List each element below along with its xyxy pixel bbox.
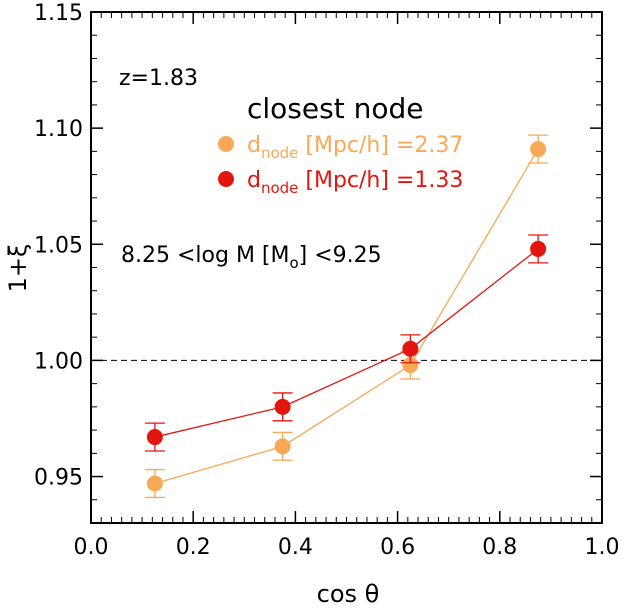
series-1	[144, 134, 549, 499]
x-tick-label: 0.4	[278, 535, 313, 560]
legend-label-1-main: d	[247, 133, 261, 158]
y-tick-label: 1.10	[34, 117, 83, 142]
legend-label-2-value: 1.33	[414, 168, 463, 193]
y-tick-label: 0.95	[34, 466, 83, 491]
axis-ticks: 0.0 0.2 0.4 0.6 0.8 1.0 0.95 1.00 1.05 1.10 1.15	[34, 1, 619, 560]
legend-title: closest node	[247, 92, 423, 125]
legend-label-1: dnode [Mpc/h] =2.37	[247, 133, 463, 162]
data-point	[274, 438, 291, 455]
legend-label-2-unit: [Mpc/h] =	[298, 168, 414, 193]
legend-entry-1: dnode [Mpc/h] =2.37	[218, 133, 463, 162]
data-point	[530, 240, 547, 257]
mass-range-prefix: 8.25 <log M [M	[121, 243, 289, 268]
legend-label-1-value: 2.37	[414, 133, 463, 158]
mass-range-suffix: ] <9.25	[299, 243, 382, 268]
series-layer	[144, 134, 549, 499]
mass-range-annotation: 8.25 <log M [Mo] <9.25	[121, 243, 382, 272]
data-point	[402, 357, 419, 374]
x-tick-label: 0.0	[74, 535, 109, 560]
series-2	[144, 234, 549, 452]
mass-range-subscript: o	[289, 254, 298, 272]
y-tick-label: 1.15	[34, 1, 83, 26]
y-tick-label: 1.00	[34, 349, 83, 374]
y-tick-label: 1.05	[34, 233, 83, 258]
x-axis-title: cos θ	[317, 580, 380, 608]
x-tick-label: 1.0	[585, 535, 620, 560]
series-line	[154, 148, 539, 485]
data-point	[402, 340, 419, 357]
x-tick-label: 0.2	[176, 535, 211, 560]
legend-marker-1	[218, 136, 234, 152]
data-point	[530, 141, 547, 158]
legend-label-2: dnode [Mpc/h] =1.33	[247, 168, 463, 197]
x-tick-label: 0.8	[482, 535, 517, 560]
legend-label-1-unit: [Mpc/h] =	[298, 133, 414, 158]
data-point	[146, 475, 163, 492]
legend-label-2-sub: node	[261, 179, 298, 197]
data-point	[274, 398, 291, 415]
y-axis-title: 1+ξ	[4, 244, 32, 293]
series-line	[154, 248, 539, 438]
data-point	[146, 429, 163, 446]
legend-label-1-sub: node	[261, 144, 298, 162]
x-tick-label: 0.6	[380, 535, 415, 560]
legend-marker-2	[218, 171, 234, 187]
redshift-annotation: z=1.83	[119, 66, 198, 91]
legend-label-2-main: d	[247, 168, 261, 193]
legend-entry-2: dnode [Mpc/h] =1.33	[218, 168, 463, 197]
